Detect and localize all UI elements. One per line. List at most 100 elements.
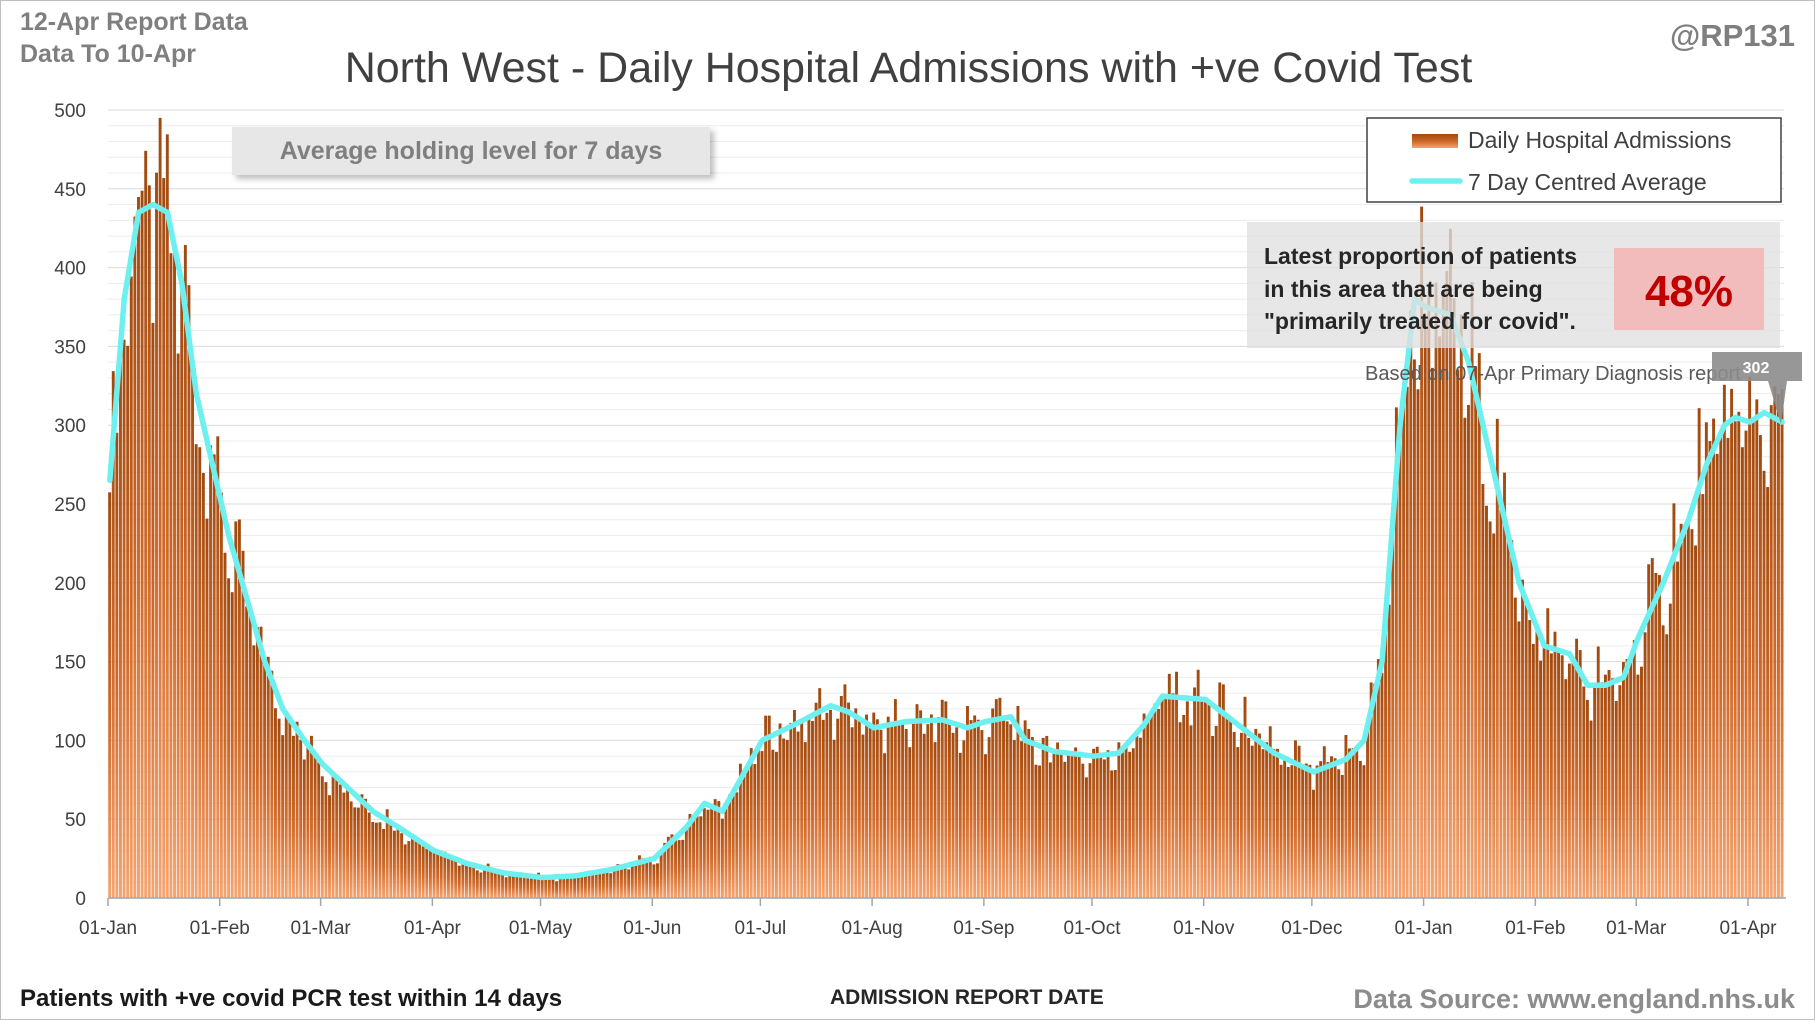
bar: [793, 710, 796, 898]
bar: [1139, 737, 1142, 898]
x-axis-title: ADMISSION REPORT DATE: [830, 986, 1104, 1009]
x-tick-label: 01-Dec: [1281, 918, 1342, 939]
y-tick-label: 150: [54, 653, 86, 674]
bar: [1272, 749, 1276, 898]
y-tick-label: 400: [54, 259, 86, 280]
bar: [1355, 749, 1359, 898]
bar: [378, 822, 382, 898]
bar: [998, 697, 1002, 898]
bar: [803, 742, 807, 898]
bar: [1650, 558, 1654, 898]
bar: [447, 854, 450, 898]
bar: [966, 705, 969, 898]
bar: [1157, 708, 1160, 898]
bar: [1106, 750, 1110, 898]
bar: [1766, 487, 1770, 898]
bar: [980, 730, 984, 898]
bar: [385, 809, 389, 898]
bar: [724, 802, 728, 898]
bar: [133, 216, 137, 899]
bar: [544, 875, 548, 898]
bar: [1643, 632, 1647, 898]
bar: [212, 454, 216, 898]
bar: [1611, 678, 1615, 898]
bar: [897, 724, 901, 898]
bar: [183, 244, 187, 899]
bar: [1614, 701, 1618, 898]
bar: [443, 851, 447, 898]
bar: [1387, 604, 1391, 898]
bar: [1740, 447, 1744, 898]
bar: [1416, 389, 1420, 898]
y-tick-label: 350: [54, 337, 86, 358]
bar: [731, 795, 735, 898]
bar: [825, 712, 829, 898]
bar: [1582, 686, 1586, 898]
bar: [1030, 737, 1034, 898]
bar: [652, 864, 656, 898]
bar: [187, 285, 191, 898]
bar: [1445, 270, 1449, 898]
bar: [1434, 282, 1438, 899]
bar: [565, 876, 569, 898]
bar: [119, 350, 122, 898]
bar: [782, 738, 786, 898]
bar: [648, 856, 652, 898]
bar: [1730, 388, 1734, 898]
bar: [1499, 498, 1503, 898]
bar: [122, 339, 126, 898]
bar: [252, 645, 256, 898]
bar: [865, 714, 869, 898]
bar: [547, 875, 551, 898]
bar: [418, 840, 422, 898]
bar: [501, 871, 504, 898]
bar: [1074, 747, 1078, 898]
bar: [140, 190, 144, 898]
bar: [1376, 659, 1380, 898]
bar: [908, 747, 912, 898]
x-tick-label: 01-Jan: [79, 918, 137, 939]
bar: [1189, 725, 1193, 898]
bar: [1722, 384, 1726, 898]
bar: [108, 492, 112, 898]
bar: [774, 751, 778, 898]
bar: [1769, 405, 1773, 898]
report-date-label: 12-Apr Report Data: [20, 8, 248, 36]
bar: [173, 253, 176, 898]
bar: [389, 823, 393, 898]
bar: [670, 834, 674, 898]
bar: [1182, 714, 1186, 898]
proportion-text-line1: Latest proportion of patients: [1264, 243, 1577, 269]
bar: [742, 773, 746, 898]
bar: [969, 720, 973, 898]
bar: [601, 870, 605, 898]
bar: [634, 862, 638, 898]
bar: [666, 836, 670, 898]
bar: [1257, 733, 1261, 898]
bar: [1553, 631, 1557, 898]
bar: [1340, 774, 1344, 898]
x-tick-label: 01-Mar: [291, 918, 352, 939]
bar: [209, 445, 213, 898]
bar: [811, 721, 814, 898]
bar: [194, 444, 198, 898]
bar: [1607, 670, 1611, 898]
bar: [1326, 762, 1330, 898]
bar: [1221, 684, 1225, 898]
bar: [1128, 751, 1132, 898]
bar: [1647, 564, 1651, 898]
bar: [1250, 745, 1254, 898]
bar: [710, 807, 714, 898]
proportion-text-line2: in this area that are being: [1264, 276, 1543, 302]
bar: [529, 876, 533, 898]
bar: [288, 716, 292, 898]
bar: [1704, 422, 1708, 898]
bar: [1084, 777, 1088, 898]
bar: [1449, 228, 1452, 898]
bar: [1470, 281, 1474, 899]
bar: [338, 784, 342, 898]
bar: [1593, 685, 1597, 898]
bar: [421, 846, 425, 898]
